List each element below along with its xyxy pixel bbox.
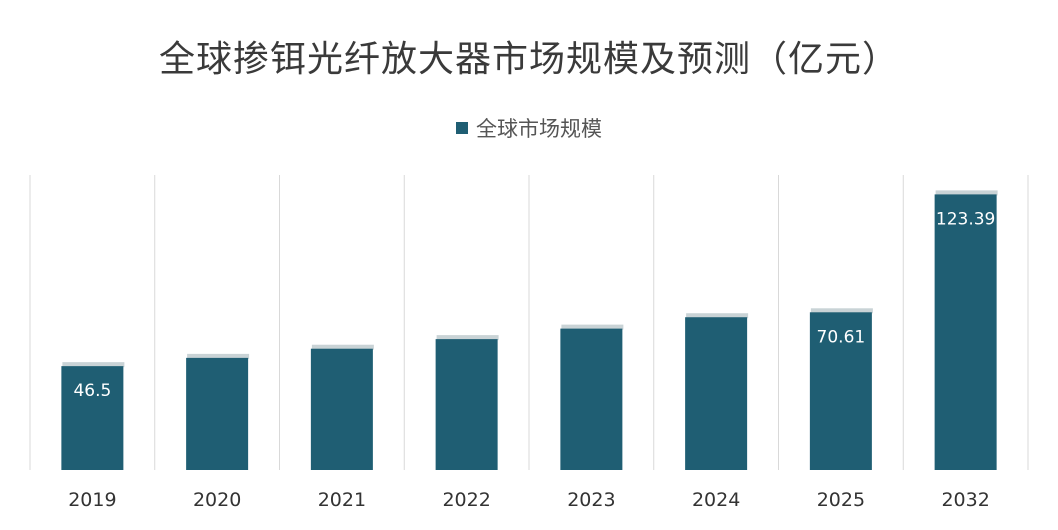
bar-top-highlight [62, 362, 125, 368]
x-tick-label: 2032 [941, 489, 989, 511]
x-tick-label: 2023 [567, 489, 615, 511]
bar-top-highlight [561, 324, 624, 330]
legend-label: 全球市场规模 [476, 117, 602, 141]
bar-2019 [61, 366, 124, 470]
data-label-2032: 123.39 [936, 209, 995, 229]
x-tick-label: 2025 [817, 489, 865, 511]
bar-2024 [685, 317, 748, 470]
bar-top-highlight [686, 313, 749, 319]
legend-swatch [456, 122, 468, 134]
bar-top-highlight [935, 190, 998, 196]
bar-2021 [310, 348, 373, 470]
bar-top-highlight [436, 335, 499, 341]
legend: 全球市场规模 [0, 113, 1058, 143]
bar-2025 [809, 312, 872, 470]
bar-top-highlight [311, 344, 374, 350]
data-label-2019: 46.5 [73, 381, 111, 401]
bar-2022 [435, 339, 498, 470]
x-tick-label: 2020 [193, 489, 241, 511]
chart-title: 全球掺铒光纤放大器市场规模及预测（亿元） [158, 39, 899, 80]
bar-top-highlight [810, 308, 873, 314]
bar-2032 [934, 194, 997, 470]
x-tick-label: 2022 [442, 489, 490, 511]
bar-2020 [186, 357, 249, 470]
x-tick-label: 2021 [318, 489, 366, 511]
x-tick-label: 2024 [692, 489, 740, 511]
data-label-2025: 70.61 [817, 327, 866, 347]
bar-2023 [560, 328, 623, 470]
bar-top-highlight [187, 353, 250, 359]
x-tick-label: 2019 [68, 489, 116, 511]
